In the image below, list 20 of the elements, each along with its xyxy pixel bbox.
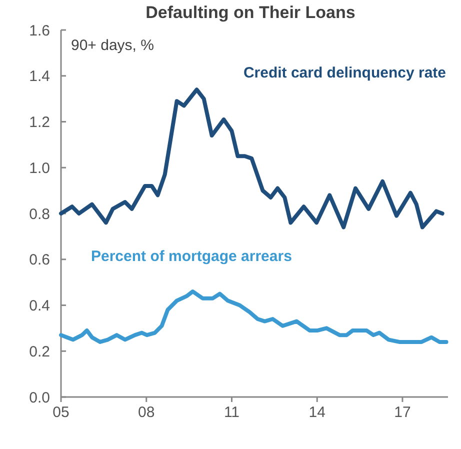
y-tick-label: 0.6 [29,252,50,269]
text: Credit card delinquency rate [243,64,446,82]
y-tick-label: 0.8 [29,206,50,223]
x-tick-label: 14 [308,404,326,421]
y-tick-label: 0.4 [29,298,50,314]
annotation: 90+ days, % [71,37,154,54]
x-tick-label: 11 [224,404,240,421]
y-tick-label: 0.0 [29,389,50,406]
y-tick-label: 0.2 [29,343,50,360]
y-tick-label: 1.6 [29,22,50,40]
x-tick-label: 17 [394,404,411,421]
line-series [59,88,444,230]
x-tick-label: 05 [52,404,70,421]
chart-title: Defaulting on Their Loans [146,3,356,22]
y-tick-label: 1.0 [29,160,50,177]
line-series [59,289,448,344]
y-tick-label: 1.2 [29,114,50,131]
text: Percent of mortgage arrears [91,248,292,266]
x-tick-label: 08 [138,404,155,421]
y-tick-label: 1.4 [29,68,50,86]
